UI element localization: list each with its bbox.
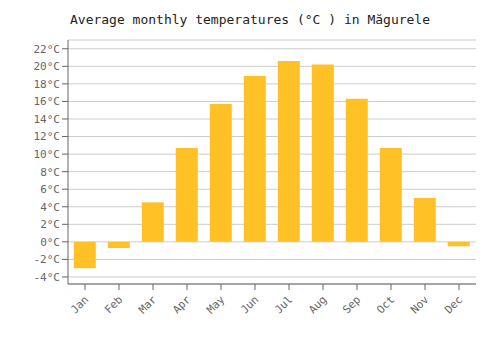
svg-text:2°C: 2°C <box>40 218 60 231</box>
svg-text:Mar: Mar <box>136 293 160 317</box>
svg-text:May: May <box>204 293 228 317</box>
svg-text:18°C: 18°C <box>34 78 61 91</box>
svg-text:Sep: Sep <box>340 293 363 316</box>
svg-text:8°C: 8°C <box>40 166 60 179</box>
svg-text:14°C: 14°C <box>34 113 61 126</box>
svg-text:Dec: Dec <box>442 293 465 316</box>
svg-text:Feb: Feb <box>102 293 125 316</box>
svg-text:4°C: 4°C <box>40 201 60 214</box>
svg-text:Jul: Jul <box>272 293 295 316</box>
svg-text:Jun: Jun <box>238 293 261 316</box>
svg-text:0°C: 0°C <box>40 236 60 249</box>
svg-text:12°C: 12°C <box>34 130 61 143</box>
svg-text:Nov: Nov <box>408 293 432 317</box>
svg-text:Jan: Jan <box>68 293 91 316</box>
svg-text:Aug: Aug <box>306 293 329 316</box>
svg-text:Oct: Oct <box>374 293 397 316</box>
svg-text:20°C: 20°C <box>34 60 61 73</box>
svg-text:16°C: 16°C <box>34 95 61 108</box>
svg-text:-4°C: -4°C <box>34 271 61 284</box>
html-text:Average monthly temperatures (: Average monthly temperatures (°C ) in Mă… <box>70 12 430 27</box>
svg-text:-2°C: -2°C <box>34 253 61 266</box>
svg-text:Apr: Apr <box>170 293 194 317</box>
svg-text:22°C: 22°C <box>34 43 61 56</box>
svg-text:10°C: 10°C <box>34 148 61 161</box>
svg-text:6°C: 6°C <box>40 183 60 196</box>
